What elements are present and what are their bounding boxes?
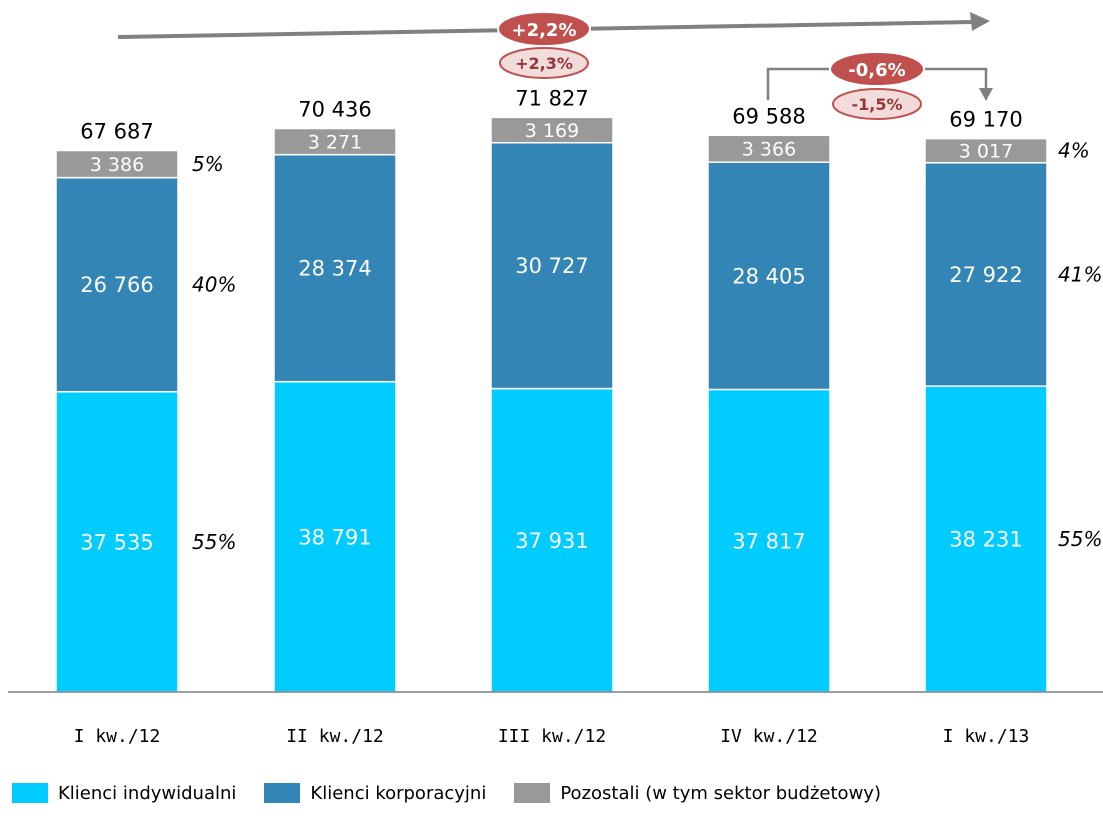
bar-corporate-3 [490,141,614,390]
bar-individual-2 [273,380,397,693]
bar-individual-1 [55,390,179,693]
x-tick-label-2: II kw./12 [286,726,384,747]
bar-other-2 [273,127,397,156]
legend-label-corporate: Klienci korporacyjni [310,782,487,804]
quarter-change-secondary: -1,5% [851,95,902,114]
share-label-corporate-5: 41% [1058,262,1102,286]
bar-other-3 [490,116,614,144]
legend: Klienci indywidualni Klienci korporacyjn… [12,780,909,806]
legend-swatch-other [514,783,551,803]
bar-corporate-1 [55,176,179,393]
value-label-other-1: 3 386 [90,154,144,176]
legend-swatch-corporate [264,783,301,803]
bar-other-5 [924,137,1048,164]
x-tick-label-1: I kw./12 [74,726,161,747]
value-label-other-4: 3 366 [742,139,796,161]
value-label-individual-2: 38 791 [298,525,371,549]
value-label-corporate-1: 26 766 [80,273,153,297]
value-label-other-3: 3 169 [525,120,579,142]
overall-change-primary: +2,2% [511,20,576,41]
bar-individual-5 [924,385,1048,693]
legend-label-individual: Klienci indywidualni [58,782,237,804]
x-tick-label-4: IV kw./12 [720,726,818,747]
legend-item-individual: Klienci indywidualni [12,783,236,804]
quarter-change-badge: -0,6% -1,5% [829,51,925,120]
overall-change-badge: +2,2% +2,3% [497,11,591,79]
legend-swatch-individual [12,783,48,803]
value-label-individual-5: 38 231 [949,528,1022,552]
quarter-change-primary: -0,6% [848,60,905,81]
legend-label-other: Pozostali (w tym sektor budżetowy) [560,782,881,804]
value-label-other-5: 3 017 [959,141,1013,163]
value-label-individual-3: 37 931 [515,529,588,553]
share-label-individual-5: 55% [1058,527,1102,551]
value-label-individual-1: 37 535 [80,530,153,554]
overall-change-secondary: +2,3% [515,54,573,73]
x-tick-label-5: I kw./13 [943,726,1030,747]
value-label-corporate-5: 27 922 [949,263,1022,287]
share-label-corporate-1: 40% [192,273,236,297]
share-label-other-5: 4% [1058,139,1090,163]
stacked-bar-chart: 37 535 26 766 3 386 67 687 38 791 28 374 3 271… [8,11,1103,747]
value-label-corporate-3: 30 727 [515,254,588,278]
bar-corporate-2 [273,153,397,383]
share-label-other-1: 5% [192,152,224,176]
value-label-individual-4: 37 817 [732,529,805,553]
bar-corporate-4 [707,161,831,391]
bar-other-1 [55,149,179,179]
total-label-2: 70 436 [298,98,371,122]
labels-group: 37 535 26 766 3 386 67 687 38 791 28 374 3 271… [80,86,1102,554]
value-label-other-2: 3 271 [308,131,362,153]
total-label-5: 69 170 [949,108,1022,132]
value-label-corporate-4: 28 405 [732,264,805,288]
bar-other-4 [707,134,831,163]
bar-individual-4 [707,388,831,693]
x-tick-labels: I kw./12 II kw./12 III kw./12 IV kw./12 I kw… [74,726,1030,747]
legend-item-corporate: Klienci korporacyjni [264,783,486,804]
total-label-3: 71 827 [515,86,588,110]
bars-group [55,116,1048,693]
total-label-4: 69 588 [732,104,805,128]
share-label-individual-1: 55% [192,530,236,554]
total-label-1: 67 687 [80,120,153,144]
legend-item-other: Pozostali (w tym sektor budżetowy) [514,783,881,804]
value-label-corporate-2: 28 374 [298,257,371,281]
x-tick-label-3: III kw./12 [498,726,606,747]
